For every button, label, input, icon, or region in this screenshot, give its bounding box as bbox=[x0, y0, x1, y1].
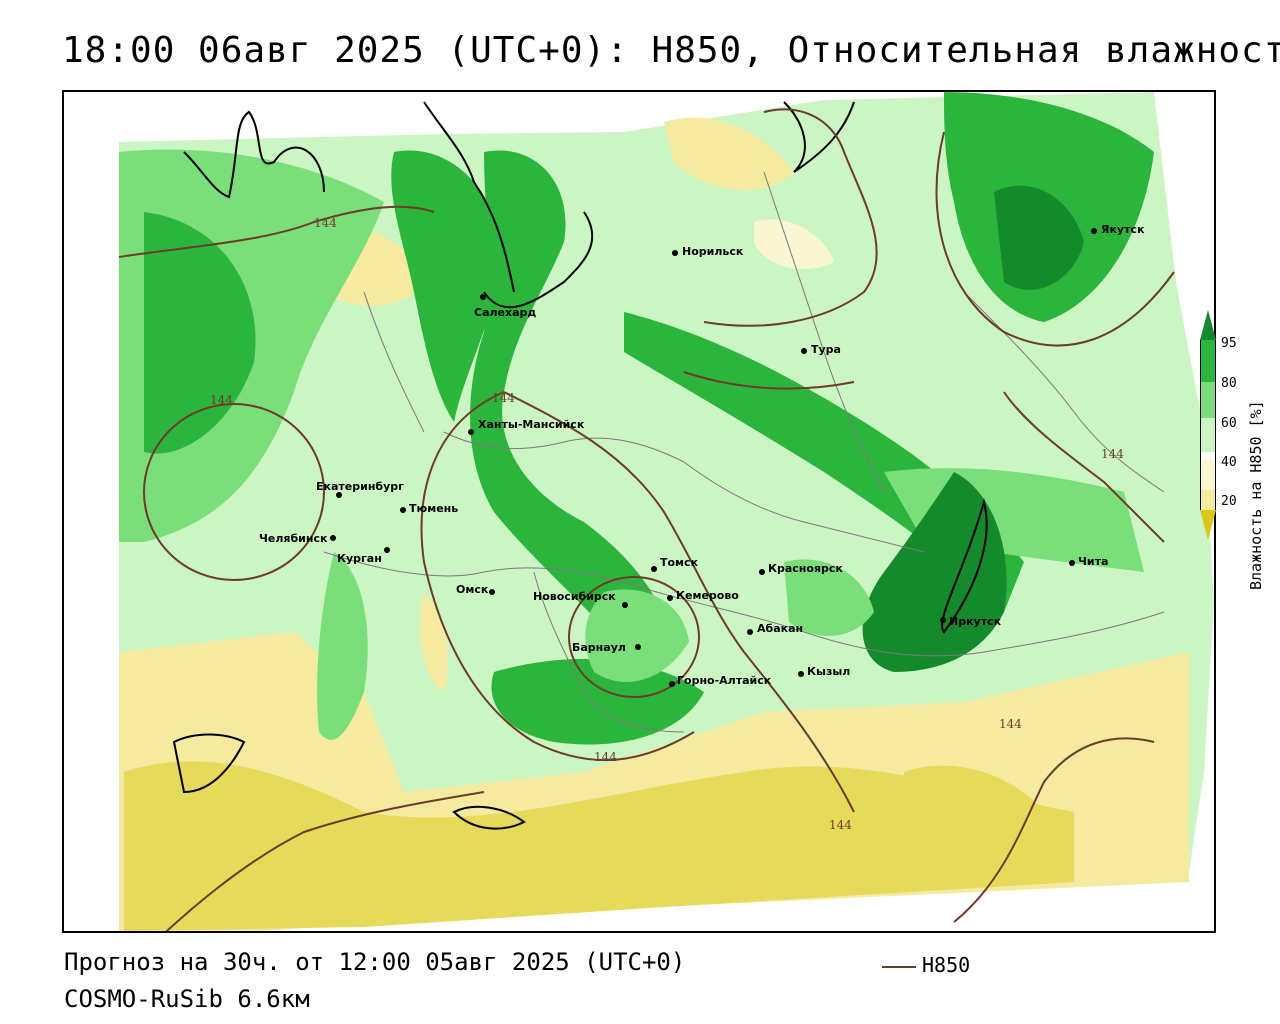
contour-label: 144 bbox=[829, 818, 852, 832]
colorbar-very-wet bbox=[1200, 340, 1216, 382]
city-kurgan: Курган bbox=[337, 547, 390, 565]
svg-text:Тура: Тура bbox=[811, 343, 841, 356]
colorbar-neutral bbox=[1200, 452, 1216, 460]
colorbar-tick: 40 bbox=[1221, 455, 1237, 470]
svg-text:Норильск: Норильск bbox=[682, 245, 744, 258]
svg-text:Кемерово: Кемерово bbox=[676, 589, 739, 602]
city-chelyabinsk: Челябинск bbox=[259, 532, 336, 545]
svg-text:Омск: Омск bbox=[456, 583, 489, 596]
city-irkutsk: Иркутск bbox=[940, 615, 1002, 628]
city-tomsk: Томск bbox=[651, 556, 699, 572]
svg-text:Абакан: Абакан bbox=[757, 622, 803, 635]
svg-text:Иркутск: Иркутск bbox=[949, 615, 1002, 628]
humidity-colorbar bbox=[1200, 310, 1216, 540]
svg-text:Красноярск: Красноярск bbox=[768, 562, 843, 575]
model-name: COSMO-RuSib 6.6км bbox=[64, 985, 310, 1013]
dry-zones bbox=[119, 117, 1189, 931]
city-norilsk: Норильск bbox=[672, 245, 744, 258]
contour-label: 144 bbox=[314, 216, 337, 230]
svg-text:Барнаул: Барнаул bbox=[572, 641, 626, 654]
contour-legend-label: H850 bbox=[922, 953, 971, 977]
city-kyzyl: Кызыл bbox=[798, 665, 850, 678]
colorbar-tick: 95 bbox=[1221, 336, 1237, 351]
contour-label: 144 bbox=[210, 393, 233, 407]
city-yakutsk: Якутск bbox=[1091, 223, 1145, 236]
colorbar-label: Влажность на H850 [%] bbox=[1247, 400, 1265, 590]
city-chita: Чита bbox=[1069, 555, 1108, 568]
contour-label: 144 bbox=[1101, 447, 1124, 461]
colorbar-moist bbox=[1200, 418, 1216, 452]
coastlines bbox=[172, 101, 988, 830]
colorbar-dry bbox=[1200, 490, 1216, 510]
map-title: 18:00 06авг 2025 (UTC+0): H850, Относите… bbox=[62, 30, 1280, 71]
city-kemerovo: Кемерово bbox=[667, 589, 739, 602]
city-tyumen: Тюмень bbox=[400, 502, 458, 515]
city-abakan: Абакан bbox=[747, 622, 803, 635]
city-barnaul: Барнаул bbox=[572, 641, 641, 654]
colorbar-tick: 60 bbox=[1221, 416, 1237, 431]
city-khanty-mansiysk: Ханты-Мансийск bbox=[468, 418, 585, 435]
svg-text:Горно-Алтайск: Горно-Алтайск bbox=[677, 674, 772, 687]
svg-text:Челябинск: Челябинск bbox=[259, 532, 328, 545]
svg-text:Курган: Курган bbox=[337, 552, 382, 565]
city-omsk: Омск bbox=[456, 583, 495, 596]
svg-text:Чита: Чита bbox=[1078, 555, 1108, 568]
city-gorno-altaysk: Горно-Алтайск bbox=[669, 674, 772, 687]
svg-text:Томск: Томск bbox=[660, 556, 699, 569]
svg-text:Екатеринбург: Екатеринбург bbox=[316, 480, 404, 493]
colorbar-wet bbox=[1200, 382, 1216, 418]
colorbar-tick: 80 bbox=[1221, 376, 1237, 391]
svg-text:Новосибирск: Новосибирск bbox=[533, 590, 616, 603]
city-tura: Тура bbox=[801, 343, 841, 356]
colorbar-mid-dry bbox=[1200, 460, 1216, 490]
forecast-info: Прогноз на 30ч. от 12:00 05авг 2025 (UTC… bbox=[64, 948, 686, 976]
humidity-map: 144 144 144 144 144 144 144 Якутск Норил… bbox=[64, 92, 1214, 931]
cities: Якутск Норильск Салехард Тура Ханты-Манс… bbox=[259, 223, 1145, 687]
city-ekaterinburg: Екатеринбург bbox=[316, 480, 404, 498]
contour-legend: H850 bbox=[882, 953, 970, 977]
svg-text:Ханты-Мансийск: Ханты-Мансийск bbox=[478, 418, 585, 431]
contour-label: 144 bbox=[594, 750, 617, 764]
svg-text:Кызыл: Кызыл bbox=[807, 665, 850, 678]
contour-label: 144 bbox=[492, 391, 515, 405]
svg-text:Якутск: Якутск bbox=[1101, 223, 1145, 236]
contour-legend-swatch bbox=[882, 965, 916, 968]
contour-labels: 144 144 144 144 144 144 144 bbox=[210, 216, 1124, 832]
svg-text:Салехард: Салехард bbox=[474, 306, 536, 319]
city-novosibirsk: Новосибирск bbox=[533, 590, 628, 608]
svg-text:Тюмень: Тюмень bbox=[409, 502, 458, 515]
h850-contours bbox=[118, 108, 1175, 931]
contour-label: 144 bbox=[999, 717, 1022, 731]
city-salekhard: Салехард bbox=[474, 294, 536, 319]
map-frame: 144 144 144 144 144 144 144 Якутск Норил… bbox=[62, 90, 1216, 933]
colorbar-very-dry bbox=[1200, 510, 1216, 540]
colorbar-tick: 20 bbox=[1221, 494, 1237, 509]
city-krasnoyarsk: Красноярск bbox=[759, 562, 843, 575]
colorbar-saturated bbox=[1200, 310, 1216, 340]
